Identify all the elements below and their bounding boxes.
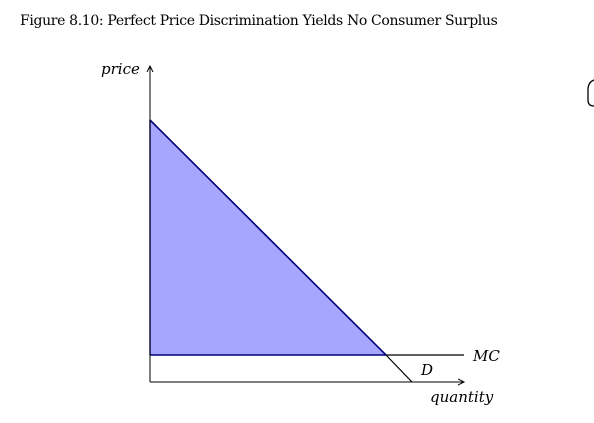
demand-curve <box>149 119 387 356</box>
x-axis-label: quantity <box>430 388 494 406</box>
clipped-glyph-fragment <box>587 79 594 107</box>
figure-title: Figure 8.10: Perfect Price Discriminatio… <box>20 13 498 29</box>
mc-label: MC <box>472 347 500 365</box>
y-axis-label: price <box>101 60 140 78</box>
demand-label: D <box>420 361 433 379</box>
demand-curve-lower <box>385 354 413 383</box>
